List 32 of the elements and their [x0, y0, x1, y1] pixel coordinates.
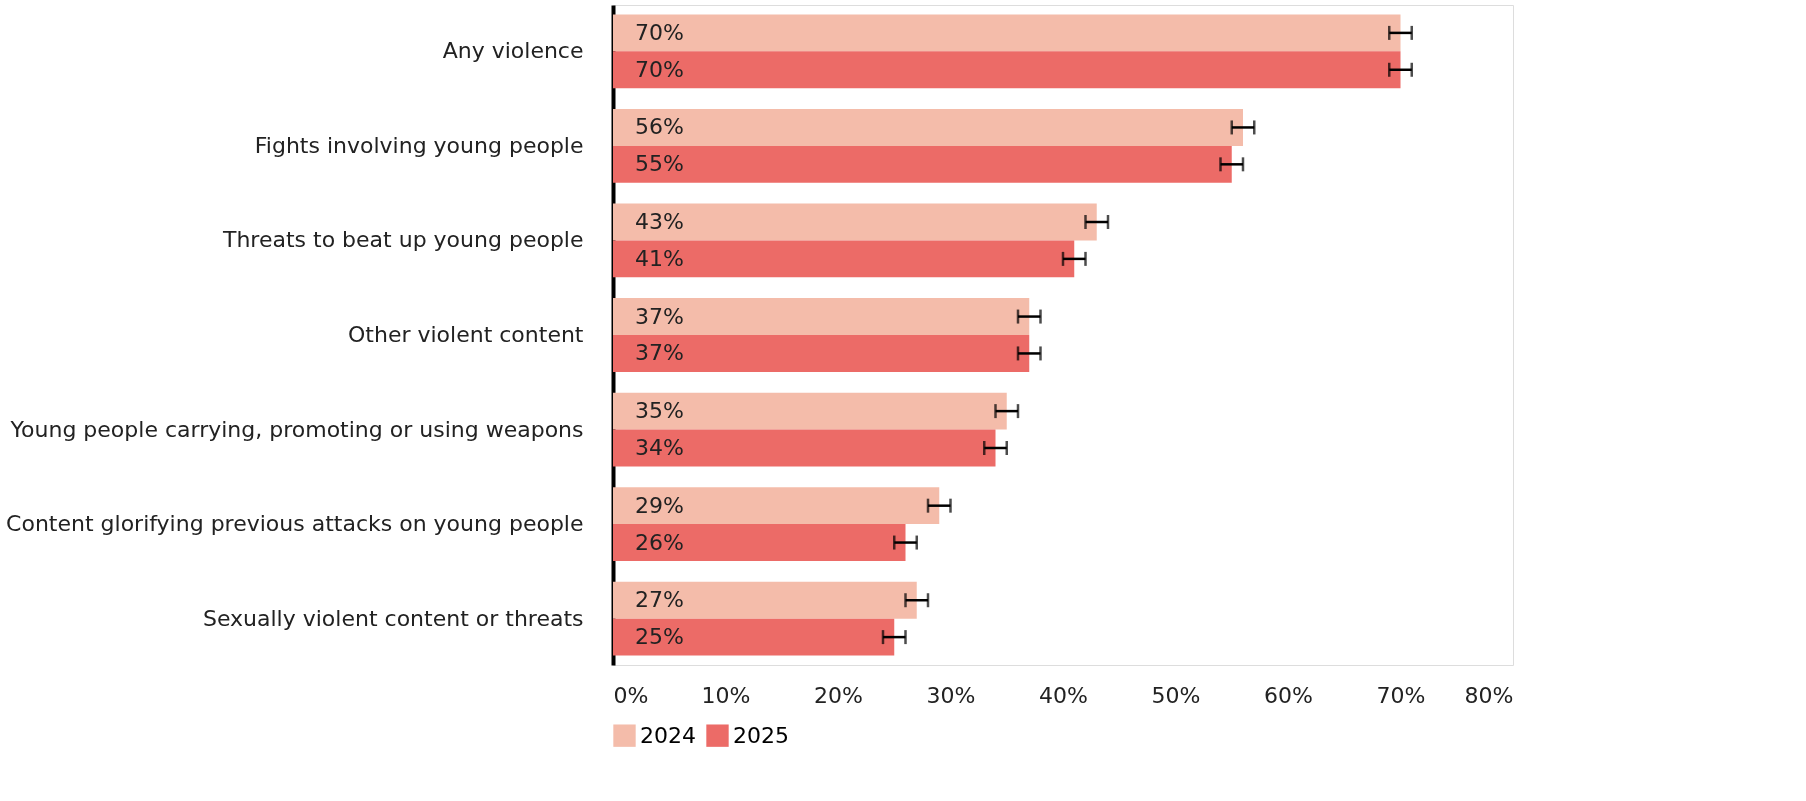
y-tick-label: Fights involving young people — [254, 132, 584, 158]
data-label: 37% — [635, 303, 684, 329]
x-tick-label: 70% — [1376, 682, 1426, 708]
data-label: 26% — [635, 529, 684, 555]
x-tick-label: 0% — [613, 682, 649, 708]
x-tick-label: 30% — [926, 682, 976, 708]
x-tick-label: 20% — [814, 682, 863, 708]
x-tick-label: 40% — [1039, 682, 1088, 708]
data-label: 37% — [635, 340, 684, 366]
data-label: 55% — [635, 151, 684, 177]
x-tick-label: 60% — [1264, 682, 1313, 708]
data-label: 25% — [635, 624, 684, 650]
x-tick-label: 50% — [1151, 682, 1201, 708]
data-label: 56% — [635, 114, 684, 140]
data-label: 43% — [635, 209, 684, 235]
y-tick-label: Sexually violent content or threats — [202, 605, 584, 631]
y-tick-label: Threats to beat up young people — [221, 227, 584, 253]
legend-label: 2025 — [733, 722, 789, 748]
y-tick-label: Content glorifying previous attacks on young people — [6, 511, 584, 537]
data-label: 29% — [635, 492, 684, 518]
y-tick-label: Other violent content — [348, 322, 584, 347]
data-label: 70% — [635, 56, 684, 82]
data-label: 70% — [635, 19, 684, 45]
data-label: 34% — [635, 434, 684, 460]
data-label: 35% — [635, 398, 684, 424]
y-tick-label: Young people carrying, promoting or using weapons — [9, 416, 584, 442]
y-tick-label: Any violence — [442, 38, 584, 64]
data-label: 27% — [635, 587, 684, 613]
x-tick-label: 80% — [1464, 682, 1514, 708]
x-tick-label: 10% — [701, 682, 751, 708]
data-label: 41% — [635, 245, 684, 271]
legend-label: 2024 — [640, 722, 696, 748]
